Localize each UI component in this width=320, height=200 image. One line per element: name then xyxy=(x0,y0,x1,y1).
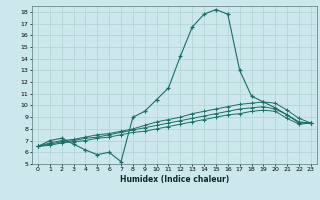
X-axis label: Humidex (Indice chaleur): Humidex (Indice chaleur) xyxy=(120,175,229,184)
